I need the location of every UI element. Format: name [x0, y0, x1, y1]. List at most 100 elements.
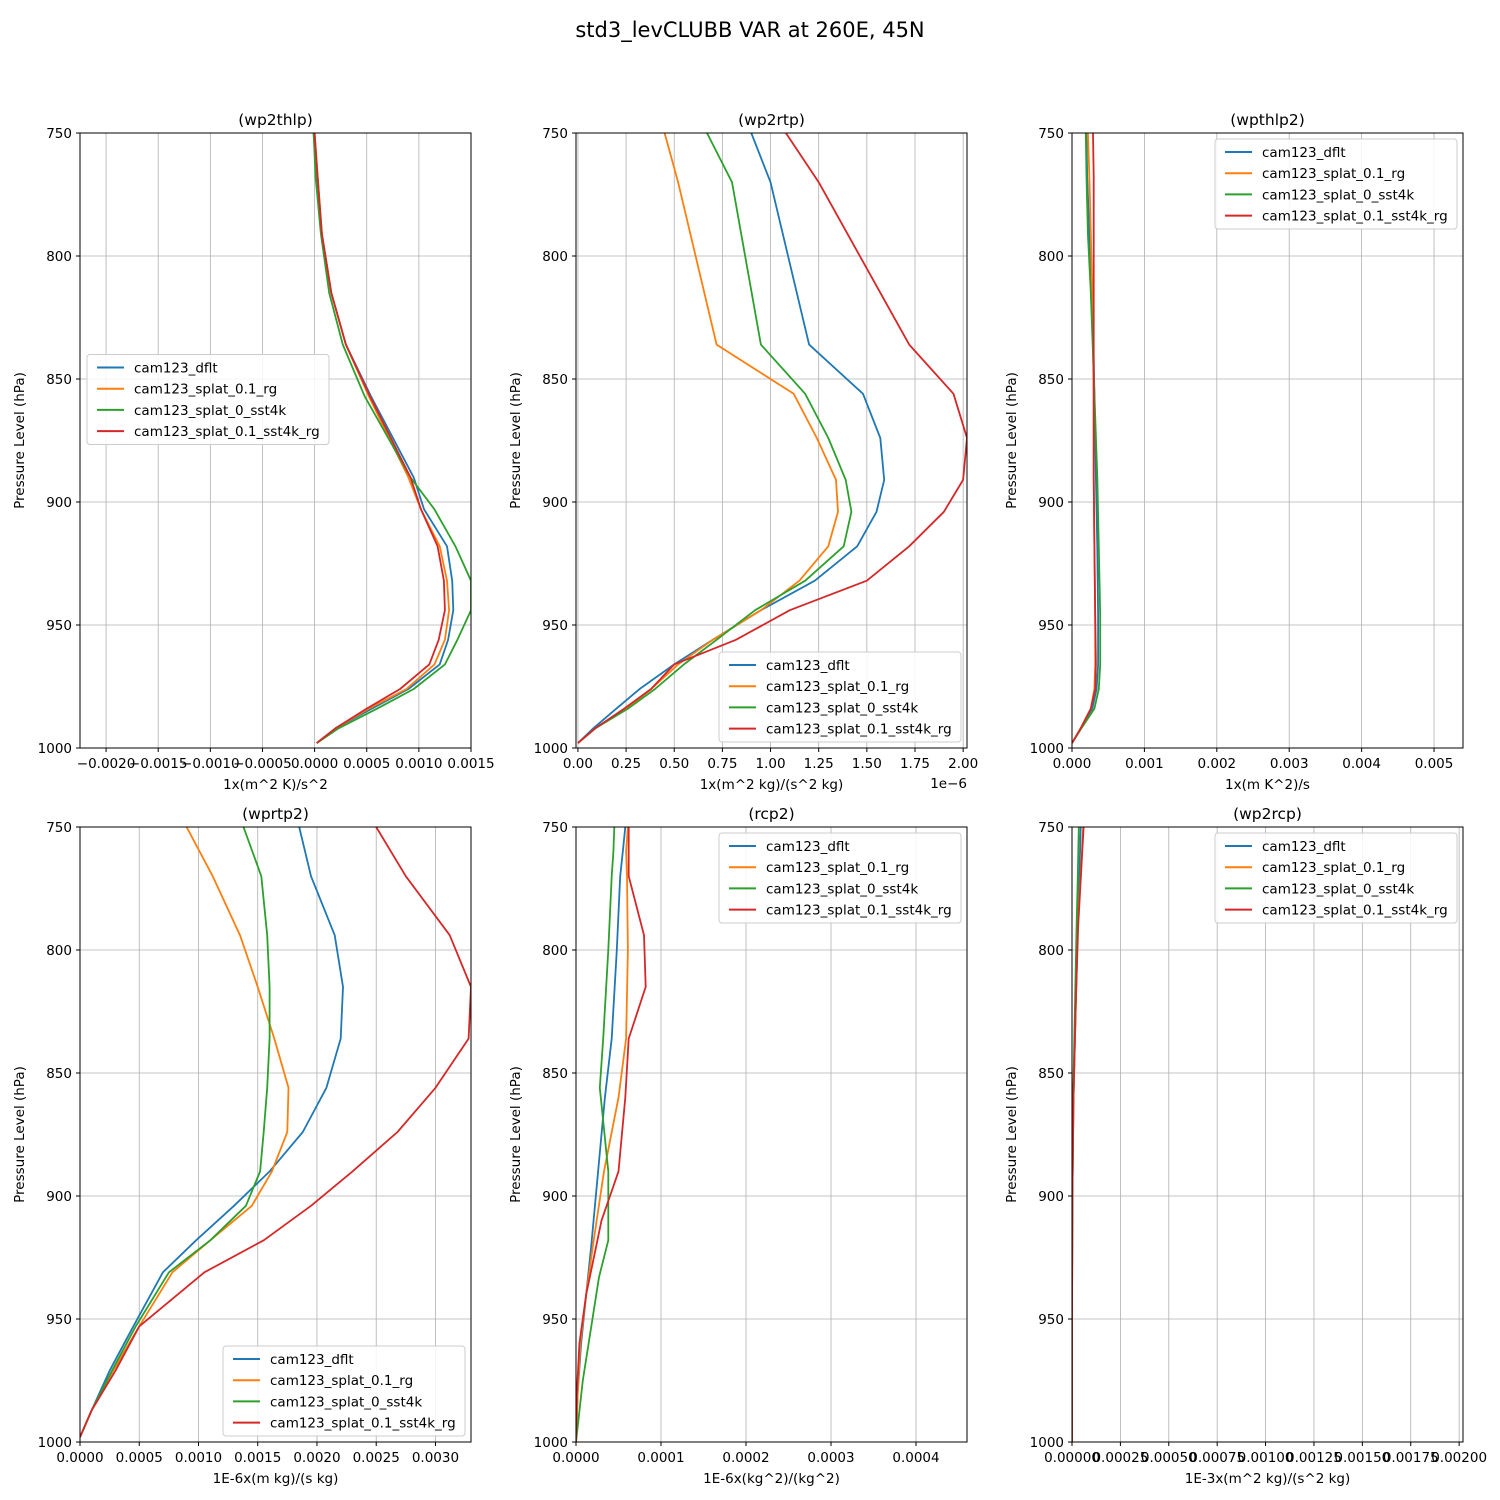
y-tick-label: 1000: [1030, 741, 1064, 757]
x-tick-label: 0.004: [1342, 756, 1381, 772]
panel-title: (wp2thlp): [238, 111, 313, 129]
x-tick-label: 0.00200: [1431, 1450, 1487, 1466]
x-tick-label: 0.00050: [1141, 1450, 1197, 1466]
legend-box: [222, 1345, 466, 1437]
axes-frame: [79, 826, 472, 1443]
y-tick-label: 900: [542, 1189, 568, 1205]
y-axis-label: Pressure Level (hPa): [1004, 1066, 1020, 1203]
y-tick-label: 850: [1038, 1066, 1064, 1082]
x-tick-label: 0.0001: [637, 1450, 684, 1466]
y-axis-label: Pressure Level (hPa): [508, 1066, 524, 1203]
legend-label: cam123_splat_0.1_sst4k_rg: [1262, 903, 1448, 919]
series-line-cam123_splat_0_sst4k: [577, 133, 853, 744]
y-tick-label: 750: [46, 820, 72, 836]
axes-frame: [1071, 132, 1464, 749]
series-line-cam123_splat_0_sst4k: [1072, 133, 1102, 744]
x-tick-label: −0.0015: [129, 756, 188, 772]
x-axis-label: 1x(m^2 kg)/(s^2 kg): [700, 777, 844, 793]
legend-label: cam123_dflt: [766, 839, 850, 855]
y-tick-label: 950: [542, 618, 568, 634]
x-tick-label: 1.25: [804, 756, 834, 772]
panel-0: −0.0020−0.0015−0.0010−0.0005 0.0000 0.0005…: [12, 111, 495, 793]
x-tick-label: 0.00100: [1238, 1450, 1294, 1466]
panel-2: 0.000 0.001 0.002 0.003 0.004 0.005 750 800 850 9…: [1004, 111, 1464, 793]
x-tick-label: 0.0000: [291, 756, 338, 772]
y-tick-label: 1000: [1030, 1435, 1064, 1451]
series-line-cam123_dflt: [80, 827, 344, 1438]
legend-label: cam123_splat_0.1_sst4k_rg: [766, 903, 952, 919]
legend-label: cam123_dflt: [270, 1352, 354, 1368]
panel-5: 0.000000.000250.000500.000750.001000.001…: [1004, 805, 1487, 1487]
x-tick-label: 0.001: [1125, 756, 1164, 772]
x-tick-label: 1.75: [900, 756, 930, 772]
series-line-cam123_splat_0.1_rg: [80, 827, 290, 1438]
panel-4: 0.0000 0.0001 0.0002 0.0003 0.0004 750 800 850 9…: [508, 805, 968, 1487]
series-line-cam123_splat_0.1_sst4k_rg: [1072, 827, 1085, 1442]
x-tick-label: 0.00075: [1189, 1450, 1245, 1466]
x-axis-label: 1E-6x(m kg)/(s kg): [213, 1471, 339, 1487]
panel-1: 0.00 0.25 0.50 0.75 1.00 1.25 1.50 1.75 2.00 750 8…: [508, 111, 978, 793]
x-tick-label: 0.0010: [175, 1450, 222, 1466]
y-tick-label: 850: [542, 372, 568, 388]
x-tick-label: −0.0005: [233, 756, 292, 772]
y-tick-label: 900: [46, 495, 72, 511]
x-tick-label: 0.0000: [56, 1450, 103, 1466]
x-tick-label: 0.0005: [343, 756, 390, 772]
panel-title: (wp2rcp): [1233, 805, 1302, 823]
legend: cam123_dflt cam123_splat_0.1_rg cam123_spl…: [1214, 832, 1458, 924]
y-axis-label: Pressure Level (hPa): [508, 372, 524, 509]
legend-label: cam123_splat_0_sst4k: [766, 700, 918, 716]
panel-title: (wpthlp2): [1230, 111, 1305, 129]
x-tick-label: −0.0010: [181, 756, 240, 772]
x-tick-label: 0.00150: [1334, 1450, 1390, 1466]
legend-label: cam123_splat_0.1_rg: [1262, 166, 1405, 182]
x-tick-label: 0.25: [611, 756, 641, 772]
y-axis-label: Pressure Level (hPa): [12, 372, 28, 509]
x-axis-label: 1E-3x(m^2 kg)/(s^2 kg): [1185, 1471, 1351, 1487]
legend: cam123_dflt cam123_splat_0.1_rg cam123_spl…: [222, 1345, 466, 1437]
x-tick-label: 0.005: [1415, 756, 1454, 772]
y-tick-label: 1000: [534, 1435, 568, 1451]
x-tick-label: −0.0020: [77, 756, 136, 772]
panel-title: (rcp2): [748, 805, 794, 823]
series-line-cam123_splat_0.1_rg: [1072, 133, 1097, 744]
x-tick-label: 0.75: [707, 756, 737, 772]
x-tick-label: 0.0005: [116, 1450, 163, 1466]
y-tick-label: 900: [1038, 1189, 1064, 1205]
x-axis-label: 1x(m^2 K)/s^2: [223, 777, 328, 793]
y-tick-label: 950: [46, 618, 72, 634]
y-tick-label: 950: [1038, 1312, 1064, 1328]
y-tick-label: 1000: [534, 741, 568, 757]
x-tick-label: 0.0015: [447, 756, 494, 772]
legend: cam123_dflt cam123_splat_0.1_rg cam123_spl…: [718, 832, 962, 924]
legend-label: cam123_splat_0.1_sst4k_rg: [270, 1416, 456, 1432]
x-tick-label: 0.00175: [1383, 1450, 1439, 1466]
x-tick-label: 0.003: [1270, 756, 1309, 772]
legend-label: cam123_splat_0.1_rg: [134, 382, 277, 398]
y-tick-label: 1000: [38, 1435, 72, 1451]
axes-frame: [1071, 826, 1464, 1443]
x-tick-label: 0.00: [563, 756, 593, 772]
y-tick-label: 800: [46, 943, 72, 959]
legend: cam123_dflt cam123_splat_0.1_rg cam123_spl…: [1214, 138, 1458, 230]
y-tick-label: 800: [1038, 943, 1064, 959]
legend-box: [1214, 832, 1458, 924]
x-axis-label: 1x(m K^2)/s: [1225, 777, 1310, 793]
series-line-cam123_splat_0.1_sst4k_rg: [313, 133, 446, 744]
x-tick-label: 0.000: [1053, 756, 1092, 772]
legend-label: cam123_splat_0_sst4k: [766, 881, 918, 897]
legend-label: cam123_splat_0.1_rg: [766, 860, 909, 876]
x-tick-label: 0.00025: [1092, 1450, 1148, 1466]
series-line-cam123_splat_0_sst4k: [80, 827, 271, 1438]
legend-label: cam123_splat_0.1_rg: [1262, 860, 1405, 876]
x-tick-label: 0.002: [1197, 756, 1236, 772]
legend: cam123_dflt cam123_splat_0.1_rg cam123_spl…: [86, 354, 330, 445]
y-axis-label: Pressure Level (hPa): [12, 1066, 28, 1203]
y-tick-label: 750: [46, 126, 72, 142]
series-line-cam123_splat_0_sst4k: [312, 133, 471, 744]
x-tick-label: 0.50: [659, 756, 689, 772]
axes-frame: [575, 826, 968, 1443]
x-tick-label: 0.0003: [807, 1450, 854, 1466]
legend: cam123_dflt cam123_splat_0.1_rg cam123_spl…: [718, 651, 962, 743]
